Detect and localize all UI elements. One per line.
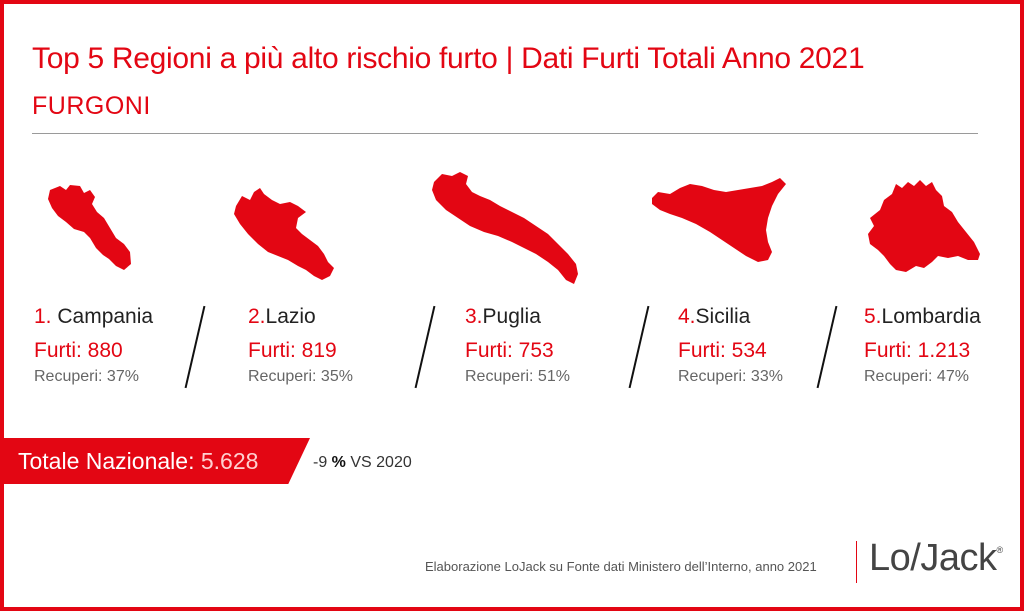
sicilia-map-icon bbox=[650, 176, 790, 264]
totale-banner bbox=[0, 438, 310, 484]
logo-divider bbox=[856, 541, 857, 583]
region-item-lazio: 2.Lazio Furti: 819 Recuperi: 35% bbox=[248, 302, 353, 388]
region-name: 5.Lombardia bbox=[864, 305, 981, 328]
region-name: 4.Sicilia bbox=[678, 305, 751, 328]
page-subtitle: FURGONI bbox=[32, 92, 151, 120]
region-recuperi: Recuperi: 37% bbox=[34, 368, 139, 385]
lojack-logo: Lo/Jack® bbox=[869, 537, 1003, 579]
region-item-lombardia: 5.Lombardia Furti: 1.213 Recuperi: 47% bbox=[864, 302, 981, 388]
region-recuperi: Recuperi: 33% bbox=[678, 368, 783, 385]
region-furti: Furti: 1.213 bbox=[864, 339, 971, 362]
region-furti: Furti: 819 bbox=[248, 339, 337, 362]
region-name: 2.Lazio bbox=[248, 305, 316, 328]
region-furti: Furti: 534 bbox=[678, 339, 767, 362]
region-item-puglia: 3.Puglia Furti: 753 Recuperi: 51% bbox=[465, 302, 570, 388]
totale-value: 5.628 bbox=[200, 448, 259, 474]
campania-map-icon bbox=[44, 182, 138, 274]
lombardia-map-icon bbox=[862, 174, 982, 278]
region-furti: Furti: 880 bbox=[34, 339, 123, 362]
region-name: 3.Puglia bbox=[465, 305, 541, 328]
page-title: Top 5 Regioni a più alto rischio furto |… bbox=[32, 42, 865, 75]
region-recuperi: Recuperi: 35% bbox=[248, 368, 353, 385]
lazio-map-icon bbox=[232, 184, 340, 282]
region-name: 1. Campania bbox=[34, 305, 154, 328]
header-divider bbox=[32, 133, 978, 134]
totale-nazionale: Totale Nazionale: 5.628 bbox=[18, 448, 259, 474]
region-recuperi: Recuperi: 51% bbox=[465, 368, 570, 385]
source-note: Elaborazione LoJack su Fonte dati Minist… bbox=[425, 559, 817, 574]
region-item-sicilia: 4.Sicilia Furti: 534 Recuperi: 33% bbox=[678, 302, 783, 388]
region-furti: Furti: 753 bbox=[465, 339, 554, 362]
puglia-map-icon bbox=[428, 170, 580, 288]
region-recuperi: Recuperi: 47% bbox=[864, 368, 969, 385]
totale-delta: -9 % VS 2020 bbox=[313, 454, 412, 471]
region-item-campania: 1. Campania Furti: 880 Recuperi: 37% bbox=[34, 302, 153, 388]
